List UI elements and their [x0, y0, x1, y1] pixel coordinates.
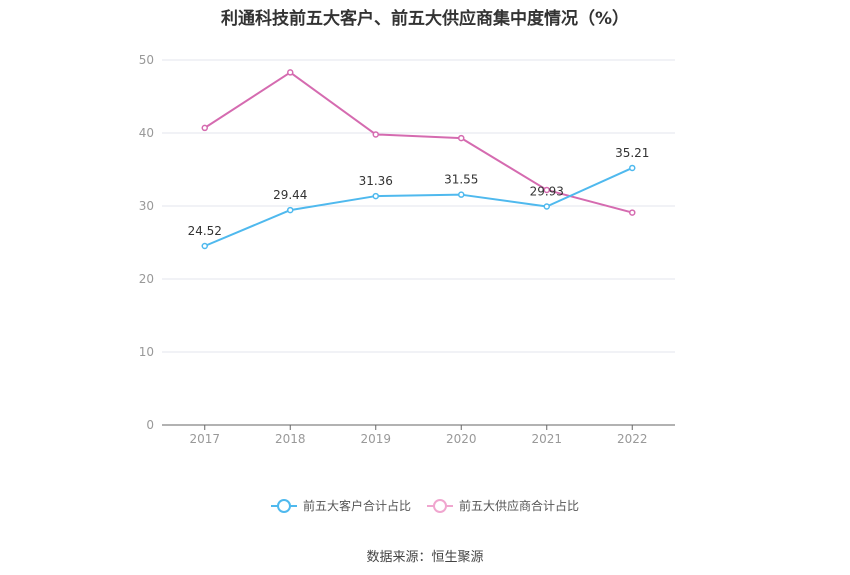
chart-title: 利通科技前五大客户、前五大供应商集中度情况（%） [220, 9, 630, 29]
source-note: 数据来源：恒生聚源 [366, 550, 484, 565]
data-point-0-3 [458, 191, 465, 198]
legend-marker-customers-icon [270, 498, 297, 513]
legend-label-customers: 前五大客户合计占比 [302, 499, 411, 513]
x-tick-label: 2020 [446, 432, 477, 446]
x-tick-label: 2017 [189, 432, 220, 446]
legend-marker-suppliers-icon [427, 498, 453, 513]
y-tick-label: 40 [139, 126, 154, 140]
legend: 前五大客户合计占比 前五大供应商合计占比 [0, 497, 850, 514]
data-point-1-1 [287, 69, 294, 76]
data-point-1-2 [372, 131, 379, 138]
x-tick-label: 2018 [275, 432, 306, 446]
data-point-0-1 [287, 206, 294, 214]
x-tick-label: 2019 [360, 432, 391, 446]
legend-item-suppliers[interactable]: 前五大供应商合计占比 [427, 497, 579, 514]
data-label: 24.52 [188, 224, 222, 238]
legend-label-suppliers: 前五大供应商合计占比 [459, 499, 580, 513]
data-label: 31.36 [359, 174, 393, 188]
data-label: 29.93 [530, 185, 564, 199]
legend-item-customers[interactable]: 前五大客户合计占比 [270, 497, 411, 514]
data-label: 31.55 [444, 173, 478, 187]
y-tick-label: 50 [139, 53, 154, 67]
data-point-0-2 [372, 192, 379, 200]
data-label: 29.44 [273, 188, 307, 202]
x-tick-label: 2022 [617, 432, 648, 446]
x-tick-label: 2021 [531, 432, 562, 446]
series-line-0 [204, 167, 633, 247]
y-tick-label: 10 [139, 345, 154, 359]
data-point-1-0 [201, 124, 208, 132]
series-line-1 [204, 71, 633, 214]
data-label: 35.21 [615, 146, 649, 160]
y-tick-label: 20 [139, 272, 154, 286]
data-point-1-5 [629, 209, 636, 216]
data-point-1-3 [458, 134, 465, 142]
data-point-1-4 [543, 186, 550, 194]
data-point-0-5 [629, 164, 636, 172]
data-point-0-4 [543, 203, 550, 210]
data-point-0-0 [201, 242, 208, 250]
y-tick-label: 30 [139, 199, 154, 213]
y-tick-label: 0 [146, 418, 154, 432]
